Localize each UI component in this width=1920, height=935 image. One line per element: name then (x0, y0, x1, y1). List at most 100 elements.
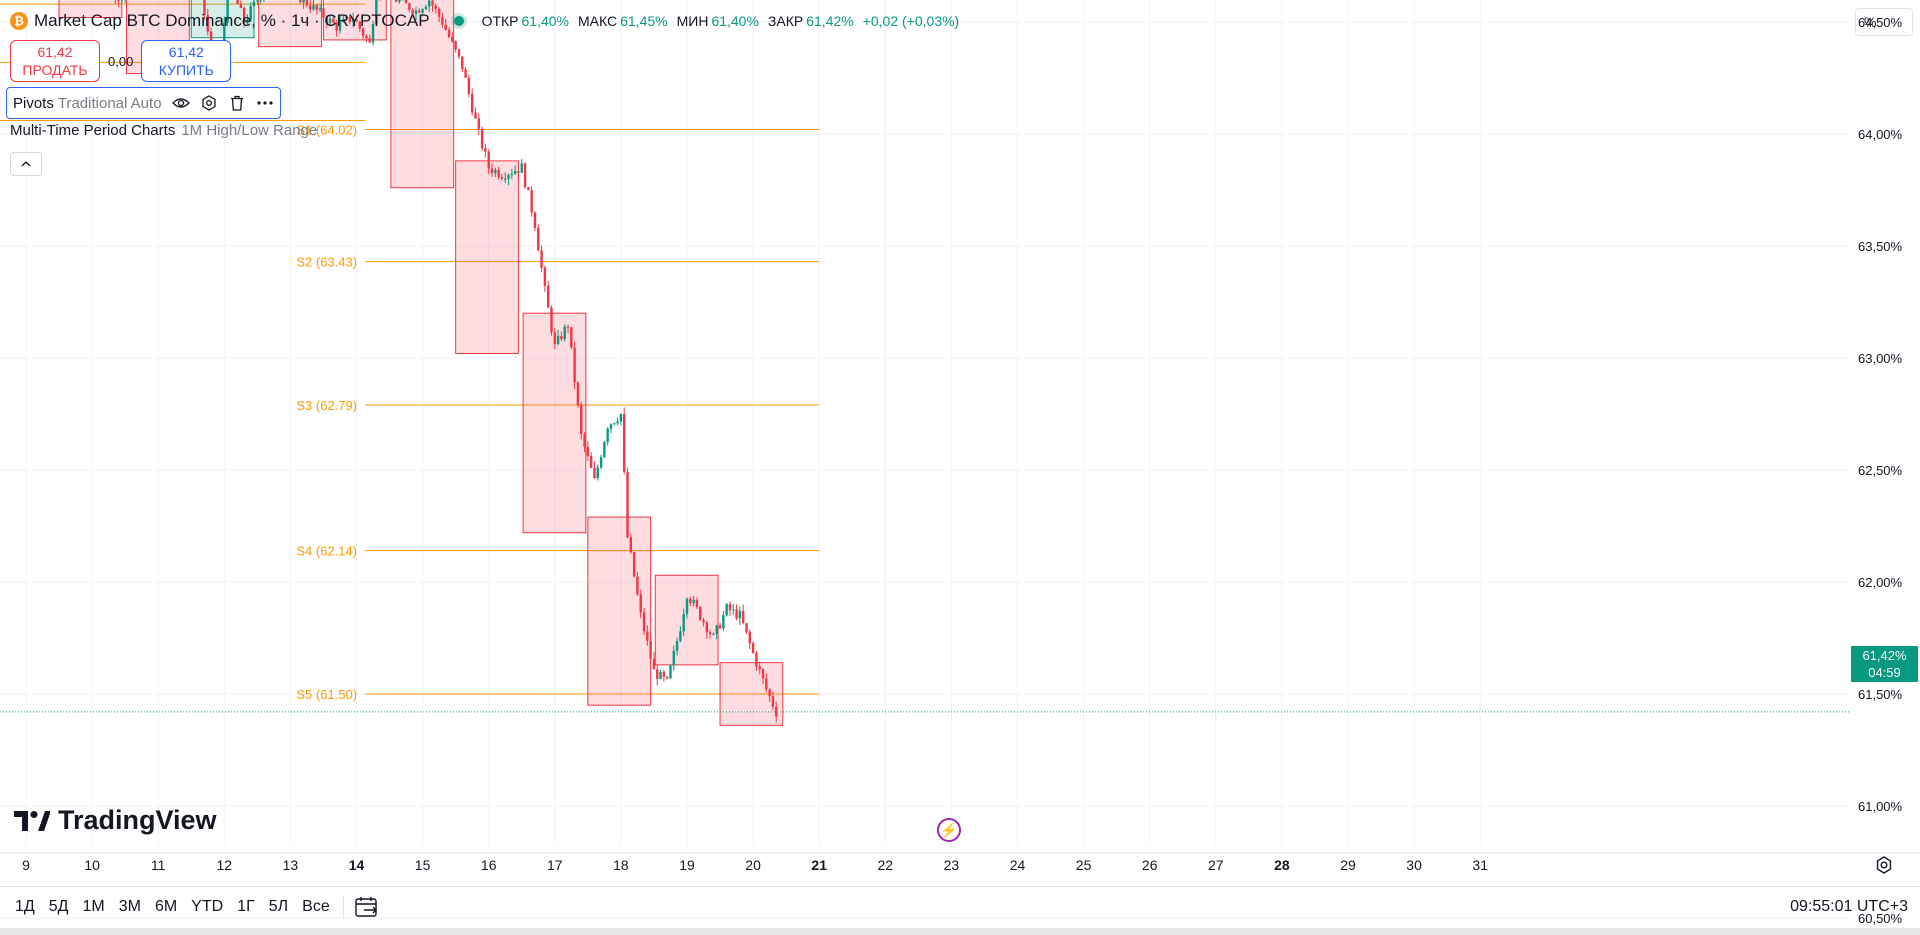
candle-body (649, 640, 652, 659)
settings-icon[interactable] (200, 94, 218, 112)
more-icon[interactable] (256, 94, 274, 112)
candle-body (517, 171, 520, 173)
x-tick-label: 16 (481, 857, 497, 873)
candle-body (530, 190, 533, 213)
candle-body (259, 0, 262, 1)
last-price-label: 61,42% 04:59 (1851, 646, 1918, 682)
indicator-name: Pivots (13, 94, 54, 112)
trash-icon[interactable] (228, 94, 246, 112)
range-1d-button[interactable]: 1Д (15, 898, 35, 915)
candle-body (603, 442, 606, 458)
daily-range-box (390, 0, 455, 189)
candle-body (672, 650, 675, 666)
low-value: 61,40% (711, 13, 759, 29)
symbol-title[interactable]: Market Cap BTC Dominance, % · 1ч · CRYPT… (34, 11, 430, 30)
candle-body (692, 599, 695, 604)
collapse-legend-button[interactable] (10, 152, 42, 176)
range-1m-button[interactable]: 1М (82, 898, 105, 915)
x-tick-label: 27 (1208, 857, 1224, 873)
x-tick-label: 14 (349, 857, 365, 873)
tradingview-logo[interactable]: TradingView (14, 805, 217, 836)
range-6m-button[interactable]: 6М (154, 898, 178, 915)
x-tick-label: 18 (613, 857, 629, 873)
range-5y-button[interactable]: 5Л (268, 898, 289, 915)
candle-body (656, 669, 659, 679)
candle-body (629, 537, 633, 553)
candle-body (626, 471, 629, 538)
daily-range-box (587, 516, 652, 706)
range-buttons: 1Д 5Д 1М 3М 6М YTD 1Г 5Л Все (10, 894, 335, 920)
axis-settings-icon[interactable] (1874, 855, 1894, 875)
candle-body (206, 15, 209, 32)
candle-body (765, 678, 768, 690)
candle-body (371, 23, 375, 43)
candle-body (573, 347, 576, 383)
x-tick-label: 15 (415, 857, 431, 873)
candle-body (652, 658, 656, 670)
bitcoin-icon: ₿ (10, 12, 28, 30)
candle-body (771, 696, 775, 707)
candle-body (537, 227, 540, 251)
candle-body (755, 652, 758, 667)
candle-body (682, 614, 685, 632)
tradingview-logo-text: TradingView (58, 805, 217, 835)
daily-range-box (654, 574, 719, 666)
candle-body (507, 174, 510, 179)
tradingview-logo-icon (14, 810, 50, 831)
candle-body (523, 163, 527, 187)
candle-body (451, 36, 454, 42)
lightning-icon[interactable]: ⚡ (937, 818, 961, 842)
range-3m-button[interactable]: 3М (118, 898, 141, 915)
goto-date-icon[interactable] (354, 896, 380, 918)
candle-body (527, 186, 530, 191)
candle-body (424, 6, 428, 10)
unit-button[interactable]: % (1855, 8, 1913, 36)
daily-range-box (58, 0, 123, 19)
candle-body (632, 552, 636, 577)
candle-body (494, 169, 497, 173)
horizontal-scrollbar[interactable] (0, 928, 1920, 935)
candle-body (589, 455, 593, 468)
range-ytd-button[interactable]: YTD (191, 898, 224, 915)
y-tick-label: 62,50% (1858, 463, 1903, 478)
x-tick-label: 28 (1274, 857, 1290, 873)
candle-body (398, 0, 401, 2)
indicator-mtf[interactable]: Multi-Time Period Charts 1M High/Low Ran… (10, 122, 317, 139)
candle-body (325, 17, 328, 23)
candle-body (540, 250, 543, 268)
candle-body (699, 607, 702, 620)
x-tick-label: 21 (811, 857, 827, 873)
range-1y-button[interactable]: 1Г (237, 898, 255, 915)
candle-body (434, 5, 438, 9)
candle-body (368, 38, 371, 43)
clock[interactable]: 09:55:01 UTC+3 (1790, 898, 1908, 915)
candle-body (586, 446, 590, 456)
candle-body (689, 598, 692, 604)
candle-body (715, 625, 718, 634)
candle-body (358, 21, 362, 29)
x-tick-label: 10 (84, 857, 100, 873)
x-tick-label: 19 (679, 857, 695, 873)
low-label: МИН (676, 13, 709, 29)
candle-body (348, 16, 352, 23)
range-5d-button[interactable]: 5Д (48, 898, 69, 915)
candle-body (252, 1, 256, 7)
x-tick-label: 13 (283, 857, 299, 873)
range-all-button[interactable]: Все (302, 898, 330, 915)
sell-button[interactable]: 61,42 ПРОДАТЬ (10, 40, 100, 82)
buy-button[interactable]: 61,42 КУПИТЬ (141, 40, 232, 82)
candle-body (355, 19, 358, 22)
candle-body (338, 21, 342, 31)
ohlc-values: ОТКР 61,40% МАКС 61,45% МИН 61,40% ЗАКР 61,4… (482, 13, 966, 29)
candle-body (583, 434, 586, 447)
indicator-pivots[interactable]: Pivots Traditional Auto (6, 87, 281, 119)
candle-body (117, 0, 120, 2)
candle-body (543, 267, 547, 286)
high-label: МАКС (578, 13, 618, 29)
x-tick-label: 11 (151, 857, 166, 873)
close-label: ЗАКР (767, 13, 804, 29)
candle-body (722, 615, 725, 629)
eye-icon[interactable] (171, 94, 190, 112)
y-tick-label: 62,00% (1858, 575, 1903, 590)
